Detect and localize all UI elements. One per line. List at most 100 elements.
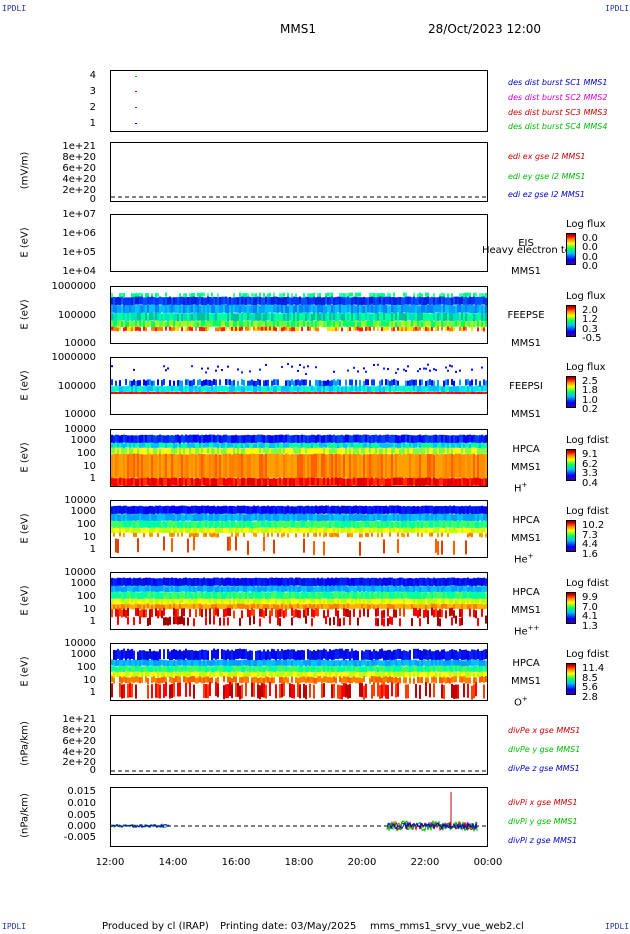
legend-divpi-y: divPi y gse MMS1 [508, 817, 578, 826]
edi-tick-1: 8e+20 [62, 152, 96, 163]
divpe-zero-line [111, 770, 487, 772]
hpca-he-title: HPCA [512, 515, 540, 526]
hpca-h-cb-0: 9.1 [582, 449, 598, 460]
hpca-he-cb-1: 7.3 [582, 529, 598, 541]
divpe-tick-1: 8e+20 [62, 725, 96, 736]
hpca-h-tick-1: 1000 [70, 435, 96, 446]
burst-tick-1: 1 [89, 118, 96, 129]
corner-logo-tl: IPDLI [2, 4, 27, 13]
footer-produced: Produced by cl (IRAP) [102, 921, 209, 932]
feepsi-cb-title: Log flux [566, 362, 606, 373]
burst-panel [110, 70, 488, 132]
x-tick-label: 12:00 [95, 857, 125, 868]
hpca-o-title: HPCA [512, 658, 540, 669]
hpca-he-species: He+ [514, 552, 534, 565]
burst-tick-4: 4 [89, 70, 96, 81]
hpca-hepp-cb-3: 1.3 [582, 620, 598, 632]
x-tick-label: 22:00 [410, 857, 440, 868]
hpca-hepp-cb-title: Log fdist [566, 578, 609, 589]
mission-title: MMS1 [280, 22, 316, 36]
hpca-hepp-cb-0: 9.9 [582, 592, 598, 603]
hpca-he-cb-2: 4.4 [582, 539, 598, 550]
feepsi-tick-1: 100000 [57, 381, 96, 392]
hpca-he-tick-0: 10000 [64, 495, 96, 506]
hpca-h-tick-3: 10 [83, 461, 96, 472]
feepse-spectrogram [111, 292, 487, 332]
legend-divpi-z: divPi z gse MMS1 [508, 836, 578, 845]
feepse-cb-1: 1.2 [582, 314, 598, 325]
hpca-h-ylabel: E (eV) [19, 442, 31, 473]
feepse-tick-1: 100000 [57, 310, 96, 321]
legend-divpe-x: divPe x gse MMS1 [508, 726, 581, 735]
hpca-he-spectrogram [111, 505, 487, 556]
feepse-title: FEEPSE [507, 310, 545, 321]
feepse-colorbar [566, 305, 576, 337]
hpca-hepp-tick-2: 100 [76, 591, 96, 602]
hpca-o-colorbar [566, 663, 576, 695]
edi-panel [110, 142, 488, 202]
feepse-cb-0: 2.0 [582, 305, 598, 316]
edi-zero-line [111, 196, 487, 198]
hpca-hepp-cb-1: 7.0 [582, 601, 598, 613]
hpca-h-species-charge: + [521, 481, 528, 489]
feepsi-cb-0: 2.5 [582, 376, 598, 387]
divpe-tick-0: 1e+21 [62, 714, 96, 725]
divpi-plot [111, 792, 487, 833]
divpe-tick-2: 6e+20 [62, 736, 96, 747]
feepsi-cb-3: 0.2 [582, 404, 598, 415]
hpca-h-cb-3: 0.4 [582, 477, 598, 489]
divpe-tick-4: 2e+20 [62, 757, 96, 768]
feepse-ylabel: E (eV) [19, 299, 31, 330]
hpca-hepp-tick-4: 1 [89, 616, 96, 627]
feepsi-spectrogram [111, 363, 487, 394]
hpca-h-colorbar [566, 449, 576, 481]
legend-divpe-y: divPe y gse MMS1 [508, 745, 581, 754]
burst-markers-plot [135, 76, 137, 124]
hpca-hepp-species-name: He [514, 626, 528, 638]
hpca-o-sc: MMS1 [511, 676, 541, 687]
hpca-h-tick-2: 100 [76, 448, 96, 459]
eis-overlay-text: Heavy electron to [482, 245, 571, 256]
feepse-cb-3: -0.5 [582, 333, 602, 344]
hpca-hepp-species: He++ [514, 624, 539, 637]
legend-sc4: des dist burst SC4 MMS4 [508, 122, 608, 131]
hpca-h-cb-2: 3.3 [582, 468, 598, 479]
legend-sc2: des dist burst SC2 MMS2 [508, 93, 608, 102]
hpca-he-cb-3: 1.6 [582, 548, 598, 560]
hpca-hepp-colorbar [566, 592, 576, 624]
hpca-o-tick-0: 10000 [64, 638, 96, 649]
eis-title: EIS [518, 238, 534, 249]
hpca-o-cb-3: 2.8 [582, 691, 598, 703]
legend-sc3: des dist burst SC3 MMS3 [508, 108, 608, 117]
hpca-he-tick-1: 1000 [70, 506, 96, 517]
feepse-tick-0: 1000000 [51, 281, 96, 292]
feepsi-ylabel: E (eV) [19, 370, 31, 401]
hpca-hepp-species-charge: ++ [527, 624, 540, 632]
edi-ylabel: (mV/m) [19, 151, 31, 190]
hpca-hepp-tick-3: 10 [83, 604, 96, 615]
hpca-he-sc: MMS1 [511, 533, 541, 544]
hpca-o-panel [110, 643, 488, 701]
edi-tick-3: 4e+20 [62, 174, 96, 185]
hpca-hepp-spectrogram [111, 577, 487, 627]
hpca-he-ylabel: E (eV) [19, 513, 31, 544]
hpca-o-tick-1: 1000 [70, 649, 96, 660]
eis-cb-3: 0.0 [582, 261, 598, 272]
eis-cb-1: 0.0 [582, 242, 598, 253]
feepse-cb-title: Log flux [566, 291, 606, 302]
hpca-o-cb-2: 5.6 [582, 682, 598, 693]
x-tick-label: 20:00 [347, 857, 377, 868]
edi-tick-4: 2e+20 [62, 185, 96, 196]
hpca-o-species-name: O [514, 697, 522, 709]
hpca-o-cb-1: 8.5 [582, 672, 598, 684]
eis-tick-2: 1e+05 [62, 247, 96, 258]
eis-tick-0: 1e+07 [62, 209, 96, 220]
corner-logo-tr: IPDLI [605, 4, 630, 13]
hpca-o-species-charge: + [521, 695, 528, 703]
footer-script: mms_mms1_srvy_vue_web2.cl [370, 921, 524, 932]
feepsi-panel [110, 357, 488, 415]
hpca-o-spectrogram [111, 648, 487, 700]
hpca-hepp-tick-1: 1000 [70, 578, 96, 589]
legend-edi-ex: edi ex gse l2 MMS1 [508, 152, 586, 161]
eis-cb-2: 0.0 [582, 252, 598, 263]
